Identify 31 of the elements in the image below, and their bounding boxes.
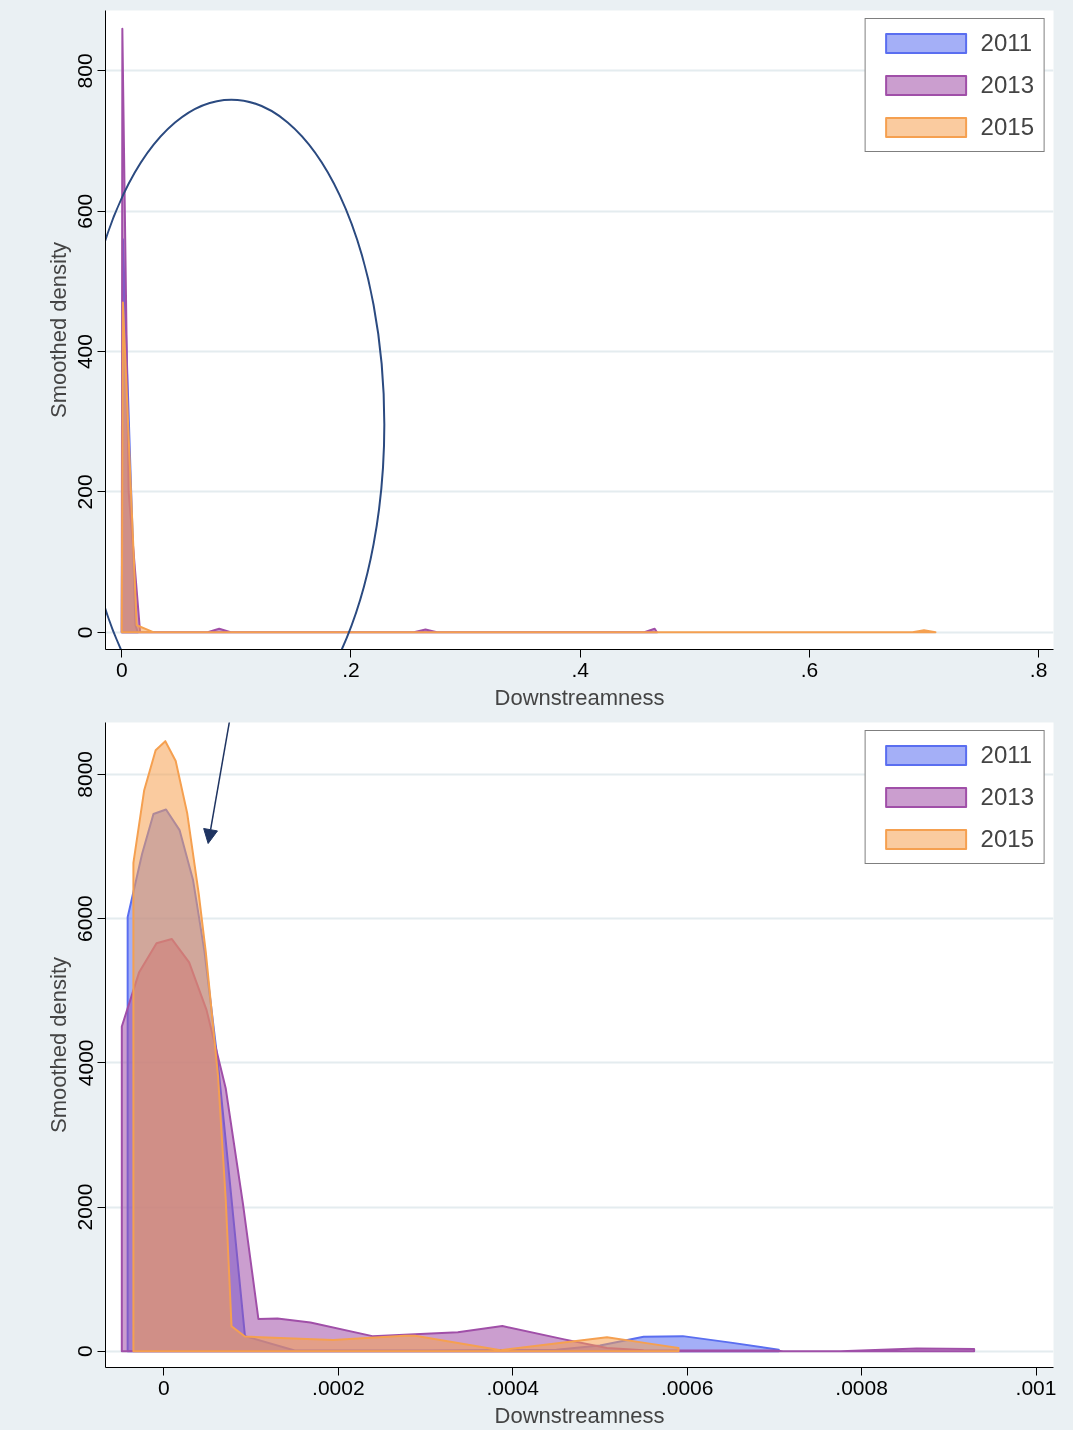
y-tick-label: 2000: [73, 1183, 97, 1231]
x-tick-label: .4: [571, 657, 590, 681]
y-tick-label: 800: [73, 53, 97, 89]
y-tick-label: 0: [73, 626, 97, 639]
y-tick-label: 400: [73, 334, 97, 370]
legend-label: 2013: [980, 783, 1034, 811]
x-axis-title: Downstreamness: [494, 1402, 665, 1428]
y-tick-label: 0: [73, 1345, 97, 1358]
y-tick-label: 200: [73, 474, 97, 510]
x-tick-label: 0: [115, 657, 128, 681]
x-tick-label: .6: [800, 657, 819, 681]
y-tick-label: 6000: [73, 895, 97, 942]
legend-label: 2011: [980, 741, 1033, 769]
x-tick-label: .0006: [660, 1375, 714, 1399]
y-axis-title: Smoothed density: [45, 956, 71, 1134]
x-tick-label: .0008: [835, 1375, 888, 1399]
y-tick-label: 8000: [73, 750, 97, 798]
x-axis-title: Downstreamness: [494, 684, 665, 710]
legend-label: 2015: [980, 113, 1034, 141]
x-tick-label: .001: [1015, 1375, 1057, 1399]
y-tick-label: 600: [73, 193, 97, 229]
y-axis-title: Smoothed density: [45, 241, 71, 419]
x-tick-label: .0002: [312, 1375, 365, 1399]
x-tick-label: .8: [1029, 657, 1048, 681]
legend-label: 2015: [980, 825, 1034, 853]
legend-label: 2013: [980, 71, 1034, 99]
y-tick-label: 4000: [73, 1039, 97, 1087]
x-tick-label: .2: [342, 657, 360, 681]
legend-label: 2011: [980, 29, 1033, 57]
x-tick-label: 0: [158, 1375, 170, 1399]
x-tick-label: .0004: [486, 1375, 540, 1399]
